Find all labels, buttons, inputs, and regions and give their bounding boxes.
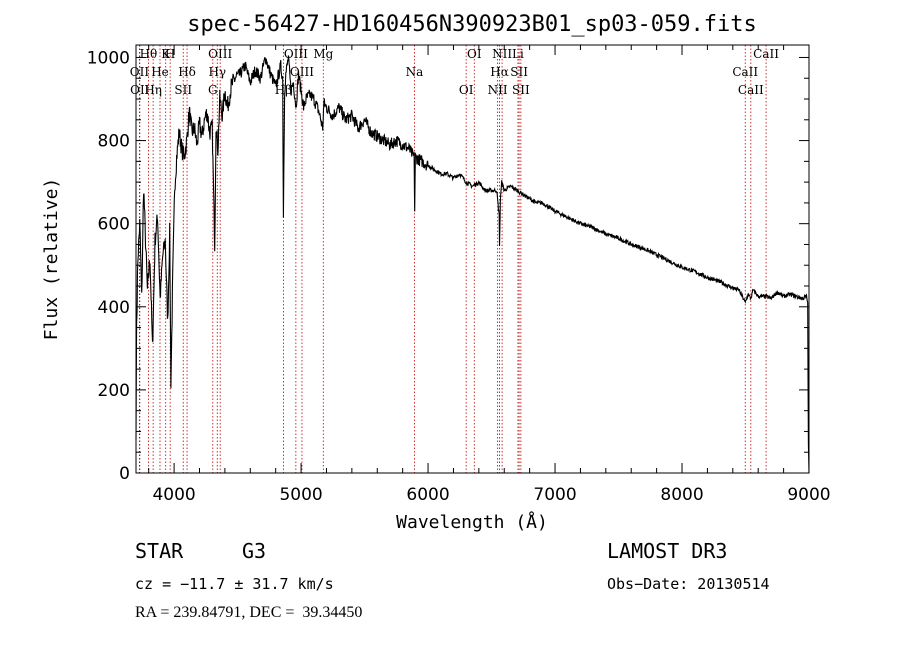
line-label-li: Li xyxy=(512,47,524,61)
line-label-hη: Hη xyxy=(144,83,162,97)
line-label-caii: CaII xyxy=(732,65,758,79)
object-class: STAR xyxy=(135,539,184,563)
line-label-oi: OI xyxy=(459,83,474,97)
line-label-sii: SII xyxy=(510,65,528,79)
line-label-caii: CaII xyxy=(753,47,779,61)
x-tick-label: 8000 xyxy=(660,485,703,505)
x-tick-label: 7000 xyxy=(533,485,576,505)
spectrum-series-line xyxy=(135,54,810,474)
y-tick-label: 1000 xyxy=(87,48,130,68)
x-tick-label: 6000 xyxy=(406,485,449,505)
line-label-nii: NII xyxy=(488,83,508,97)
x-tick-label: 4000 xyxy=(152,485,195,505)
y-axis-ticks: 0 200 400 600 800 1000 xyxy=(87,48,809,484)
y-axis-label: Flux (relative) xyxy=(41,178,62,341)
line-label-hγ: Hγ xyxy=(208,65,226,79)
obs-date: Obs−Date: 20130514 xyxy=(607,575,770,593)
line-label-hδ: Hδ xyxy=(178,65,196,79)
line-label-sii: SII xyxy=(512,83,530,97)
x-axis-label: Wavelength (Å) xyxy=(396,511,548,533)
line-label-nii: NII xyxy=(492,47,512,61)
y-tick-label: 200 xyxy=(98,381,130,401)
y-tick-label: 600 xyxy=(98,215,130,235)
line-label-caii: CaII xyxy=(738,83,764,97)
line-label-oii: OII xyxy=(130,83,150,97)
line-label-mg: Mg xyxy=(313,47,333,61)
line-label-g: G xyxy=(208,83,218,97)
line-label-oiii: OIII xyxy=(284,47,308,61)
line-label-k: K xyxy=(161,47,171,61)
line-label-oiii: OIII xyxy=(208,47,232,61)
line-label-oi: OI xyxy=(467,47,482,61)
x-axis-ticks: 4000 5000 6000 7000 8000 9000 xyxy=(148,45,831,505)
plot-frame xyxy=(135,44,810,474)
line-label-hβ: Hβ xyxy=(275,83,292,97)
y-tick-label: 800 xyxy=(98,132,130,152)
line-label-oiii: OIII xyxy=(290,65,314,79)
chart-title: spec-56427-HD160456N390923B01_sp03-059.f… xyxy=(187,12,757,37)
line-label-sii: SII xyxy=(174,83,192,97)
x-tick-label: 9000 xyxy=(787,485,830,505)
redshift-cz: cz = −11.7 ± 31.7 km/s xyxy=(135,575,334,593)
survey-name: LAMOST DR3 xyxy=(607,539,728,563)
y-tick-label: 0 xyxy=(119,464,130,484)
x-tick-label: 5000 xyxy=(279,485,322,505)
y-tick-label: 400 xyxy=(98,298,130,318)
line-label-he: He xyxy=(151,65,169,79)
line-label-na: Na xyxy=(406,65,424,79)
coordinates: RA = 239.84791, DEC = 39.34450 xyxy=(135,604,363,621)
line-label-hα: Hα xyxy=(490,65,509,79)
spectral-line-markers xyxy=(139,45,767,473)
subclass: G3 xyxy=(242,539,267,563)
line-label-oii: OII xyxy=(130,65,150,79)
line-label-h: H xyxy=(165,47,175,61)
